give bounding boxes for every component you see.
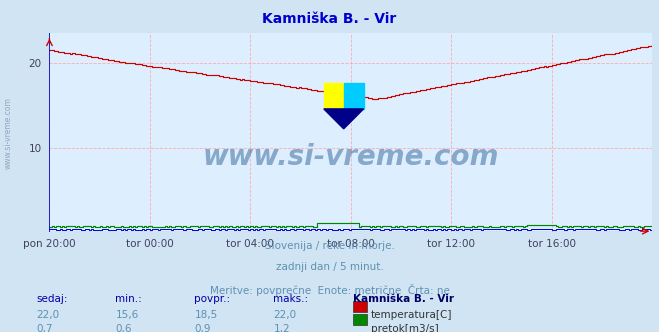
Text: 0,6: 0,6 — [115, 324, 132, 332]
Text: 0,7: 0,7 — [36, 324, 53, 332]
Text: 1,2: 1,2 — [273, 324, 290, 332]
Text: 15,6: 15,6 — [115, 310, 138, 320]
Polygon shape — [324, 83, 344, 109]
Polygon shape — [344, 83, 364, 109]
Text: 0,9: 0,9 — [194, 324, 211, 332]
Text: zadnji dan / 5 minut.: zadnji dan / 5 minut. — [275, 262, 384, 272]
Text: 22,0: 22,0 — [273, 310, 297, 320]
Text: Kamniška B. - Vir: Kamniška B. - Vir — [353, 294, 453, 304]
Text: Meritve: povprečne  Enote: metrične  Črta: ne: Meritve: povprečne Enote: metrične Črta:… — [210, 284, 449, 296]
Text: temperatura[C]: temperatura[C] — [371, 310, 453, 320]
Text: Slovenija / reke in morje.: Slovenija / reke in morje. — [264, 241, 395, 251]
Text: sedaj:: sedaj: — [36, 294, 68, 304]
Text: povpr.:: povpr.: — [194, 294, 231, 304]
Text: pretok[m3/s]: pretok[m3/s] — [371, 324, 439, 332]
Text: www.si-vreme.com: www.si-vreme.com — [203, 143, 499, 171]
Text: 18,5: 18,5 — [194, 310, 217, 320]
Text: Kamniška B. - Vir: Kamniška B. - Vir — [262, 12, 397, 26]
Text: min.:: min.: — [115, 294, 142, 304]
Polygon shape — [324, 109, 364, 129]
Text: maks.:: maks.: — [273, 294, 308, 304]
Text: 22,0: 22,0 — [36, 310, 59, 320]
Text: www.si-vreme.com: www.si-vreme.com — [3, 97, 13, 169]
